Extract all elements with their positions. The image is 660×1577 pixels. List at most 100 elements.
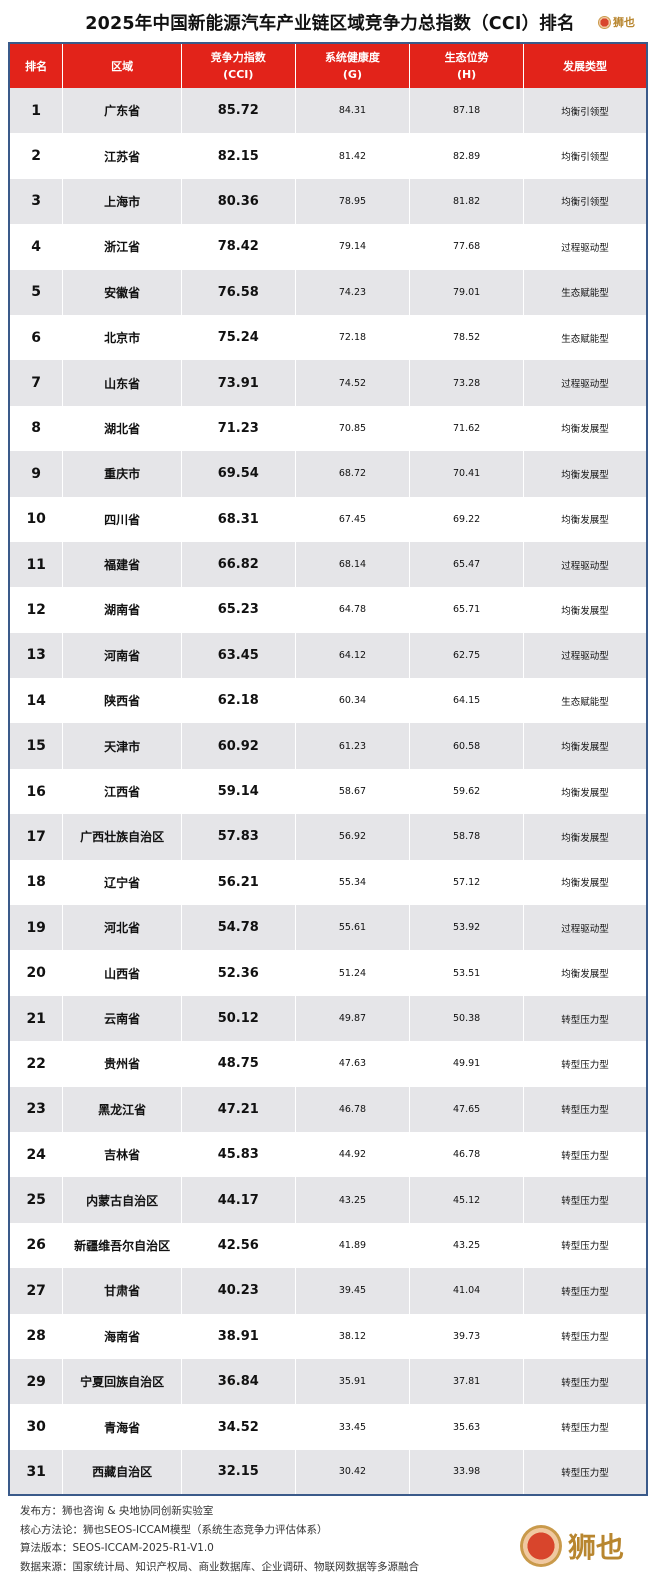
cell-h: 65.71	[409, 587, 524, 633]
table-row: 26 新疆维吾尔自治区 42.56 41.89 43.25 转型压力型	[9, 1222, 648, 1269]
cell-h: 47.65	[409, 1086, 524, 1132]
cell-rank: 11	[9, 541, 64, 588]
cell-h: 49.91	[409, 1041, 524, 1087]
header-rank: 排名	[9, 43, 64, 88]
cell-rank: 22	[9, 1041, 64, 1087]
cell-region: 天津市	[62, 723, 182, 769]
cell-region: 甘肃省	[62, 1268, 182, 1314]
cell-g: 78.95	[295, 178, 411, 225]
table-row: 6 北京市 75.24 72.18 78.52 生态赋能型	[9, 314, 648, 361]
cell-rank: 4	[9, 224, 64, 270]
header-h: 生态位势 (H)	[409, 43, 524, 88]
cell-cci: 47.21	[181, 1086, 296, 1132]
cell-rank: 27	[9, 1268, 64, 1314]
cell-cci: 78.42	[181, 224, 296, 270]
cell-type: 均衡引领型	[523, 88, 648, 134]
cell-type: 转型压力型	[523, 1041, 648, 1087]
cell-rank: 2	[9, 133, 64, 179]
cell-region: 黑龙江省	[62, 1086, 182, 1132]
footer-version: 算法版本：SEOS-ICCAM-2025-R1-V1.0	[20, 1542, 214, 1554]
table-header: 排名 区域 竞争力指数 (CCI) 系统健康度 (G) 生态位势 (H) 发展类型	[9, 43, 648, 88]
cell-g: 47.63	[295, 1041, 411, 1087]
cell-type: 生态赋能型	[523, 269, 648, 315]
cell-type: 转型压力型	[523, 1177, 648, 1223]
cell-g: 43.25	[295, 1177, 411, 1223]
cell-type: 转型压力型	[523, 995, 648, 1042]
cell-rank: 9	[9, 451, 64, 497]
cell-type: 过程驱动型	[523, 541, 648, 588]
table-row: 22 贵州省 48.75 47.63 49.91 转型压力型	[9, 1041, 648, 1087]
table-row: 31 西藏自治区 32.15 30.42 33.98 转型压力型	[9, 1449, 648, 1496]
cell-cci: 57.83	[181, 814, 296, 860]
ranking-table: 排名 区域 竞争力指数 (CCI) 系统健康度 (G) 生态位势 (H) 发展类型 1…	[8, 42, 648, 1497]
cell-g: 84.31	[295, 88, 411, 134]
cell-region: 宁夏回族自治区	[62, 1358, 182, 1405]
cell-type: 均衡发展型	[523, 587, 648, 633]
cell-cci: 45.83	[181, 1131, 296, 1178]
cell-rank: 23	[9, 1086, 64, 1132]
table-row: 2 江苏省 82.15 81.42 82.89 均衡引领型	[9, 133, 648, 179]
table-row: 16 江西省 59.14 58.67 59.62 均衡发展型	[9, 768, 648, 815]
cell-rank: 20	[9, 950, 64, 996]
cell-cci: 76.58	[181, 269, 296, 315]
cell-type: 生态赋能型	[523, 678, 648, 724]
cell-g: 46.78	[295, 1086, 411, 1132]
seal-icon	[520, 1525, 562, 1567]
header-cci-line2: (CCI)	[223, 68, 254, 81]
cell-cci: 80.36	[181, 178, 296, 225]
cell-cci: 32.15	[181, 1449, 296, 1496]
table-row: 25 内蒙古自治区 44.17 43.25 45.12 转型压力型	[9, 1177, 648, 1223]
logo-small: 狮也	[598, 14, 635, 30]
cell-g: 72.18	[295, 314, 411, 361]
cell-g: 55.34	[295, 859, 411, 906]
cell-cci: 82.15	[181, 133, 296, 179]
table-row: 11 福建省 66.82 68.14 65.47 过程驱动型	[9, 541, 648, 588]
cell-rank: 28	[9, 1313, 64, 1359]
table-row: 5 安徽省 76.58 74.23 79.01 生态赋能型	[9, 269, 648, 315]
cell-g: 39.45	[295, 1268, 411, 1314]
cell-h: 53.51	[409, 950, 524, 996]
cell-type: 转型压力型	[523, 1222, 648, 1269]
cell-rank: 30	[9, 1404, 64, 1450]
cell-rank: 5	[9, 269, 64, 315]
cell-region: 吉林省	[62, 1131, 182, 1178]
cell-h: 77.68	[409, 224, 524, 270]
cell-h: 50.38	[409, 995, 524, 1042]
header-cci-line1: 竞争力指数	[210, 51, 266, 64]
cell-region: 福建省	[62, 541, 182, 588]
cell-type: 均衡发展型	[523, 950, 648, 996]
cell-h: 71.62	[409, 405, 524, 452]
header-g-line2: (G)	[342, 68, 362, 81]
cell-h: 57.12	[409, 859, 524, 906]
cell-type: 均衡发展型	[523, 814, 648, 860]
table-row: 9 重庆市 69.54 68.72 70.41 均衡发展型	[9, 451, 648, 497]
table-row: 3 上海市 80.36 78.95 81.82 均衡引领型	[9, 178, 648, 225]
cell-region: 云南省	[62, 995, 182, 1042]
cell-g: 74.52	[295, 360, 411, 406]
cell-rank: 18	[9, 859, 64, 906]
cell-h: 43.25	[409, 1222, 524, 1269]
cell-type: 过程驱动型	[523, 360, 648, 406]
cell-cci: 34.52	[181, 1404, 296, 1450]
cell-cci: 66.82	[181, 541, 296, 588]
table-row: 1 广东省 85.72 84.31 87.18 均衡引领型	[9, 88, 648, 134]
header-h-line2: (H)	[456, 68, 477, 81]
cell-rank: 17	[9, 814, 64, 860]
footer-method: 核心方法论：狮也SEOS-ICCAM模型（系统生态竞争力评估体系）	[20, 1523, 328, 1536]
cell-g: 74.23	[295, 269, 411, 315]
table-row: 8 湖北省 71.23 70.85 71.62 均衡发展型	[9, 405, 648, 452]
cell-cci: 36.84	[181, 1358, 296, 1405]
table-row: 4 浙江省 78.42 79.14 77.68 过程驱动型	[9, 224, 648, 270]
cell-region: 江苏省	[62, 133, 182, 179]
cell-region: 新疆维吾尔自治区	[62, 1222, 182, 1269]
cell-type: 均衡引领型	[523, 133, 648, 179]
cell-g: 64.78	[295, 587, 411, 633]
cell-region: 山西省	[62, 950, 182, 996]
table-row: 29 宁夏回族自治区 36.84 35.91 37.81 转型压力型	[9, 1358, 648, 1405]
cell-g: 64.12	[295, 632, 411, 679]
cell-type: 转型压力型	[523, 1313, 648, 1359]
cell-h: 82.89	[409, 133, 524, 179]
cell-type: 均衡发展型	[523, 859, 648, 906]
cell-h: 39.73	[409, 1313, 524, 1359]
cell-g: 41.89	[295, 1222, 411, 1269]
